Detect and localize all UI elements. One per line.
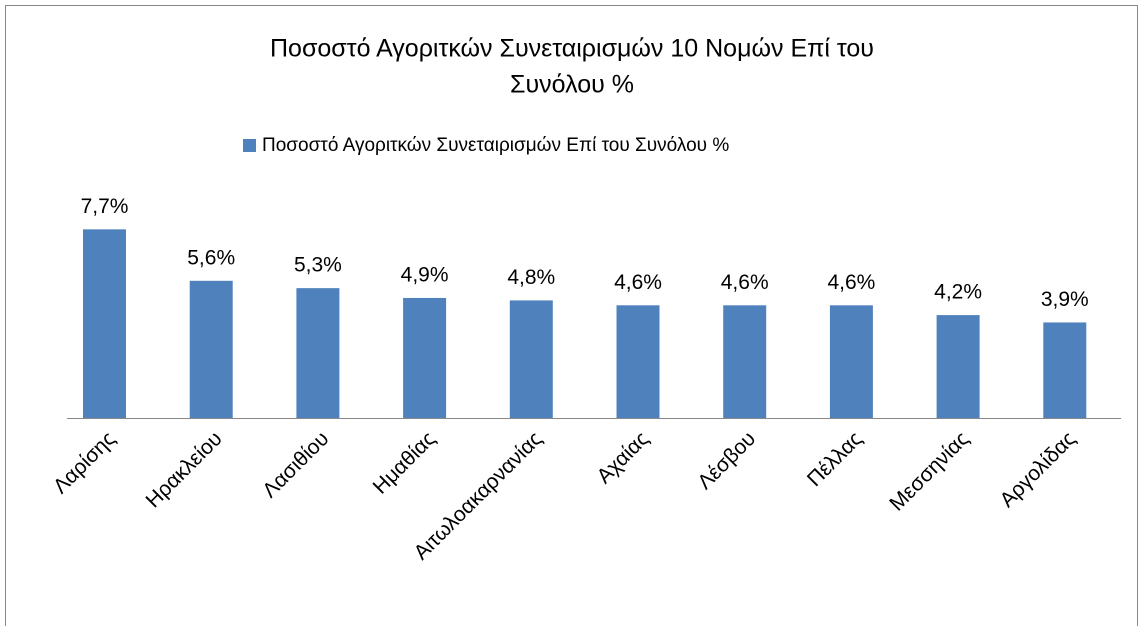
bar [1043, 322, 1087, 418]
bar [936, 315, 980, 418]
data-label: 4,6% [721, 271, 769, 294]
chart-title: Συνόλου % [510, 71, 634, 99]
data-label: 4,8% [507, 266, 555, 289]
bar [83, 229, 126, 418]
bar [509, 300, 553, 418]
data-label: 4,2% [934, 281, 982, 304]
legend-label: Ποσοστό Αγοριτκών Συνεταιρισμών Επί του … [262, 135, 729, 156]
bar [723, 305, 767, 418]
data-label: 4,9% [401, 263, 449, 286]
data-label: 7,7% [81, 195, 129, 218]
chart-title: Ποσοστό Αγοριτκών Συνεταιρισμών 10 Νομών… [270, 35, 874, 63]
data-label: 4,6% [827, 271, 875, 294]
bar [189, 280, 233, 418]
bar [829, 305, 873, 418]
data-label: 4,6% [614, 271, 662, 294]
data-label: 5,3% [294, 254, 342, 277]
data-label: 3,9% [1041, 288, 1089, 311]
legend-swatch [243, 139, 256, 152]
bar [403, 297, 447, 418]
bar [296, 288, 340, 418]
data-label: 5,6% [187, 246, 235, 269]
bar [616, 305, 660, 418]
